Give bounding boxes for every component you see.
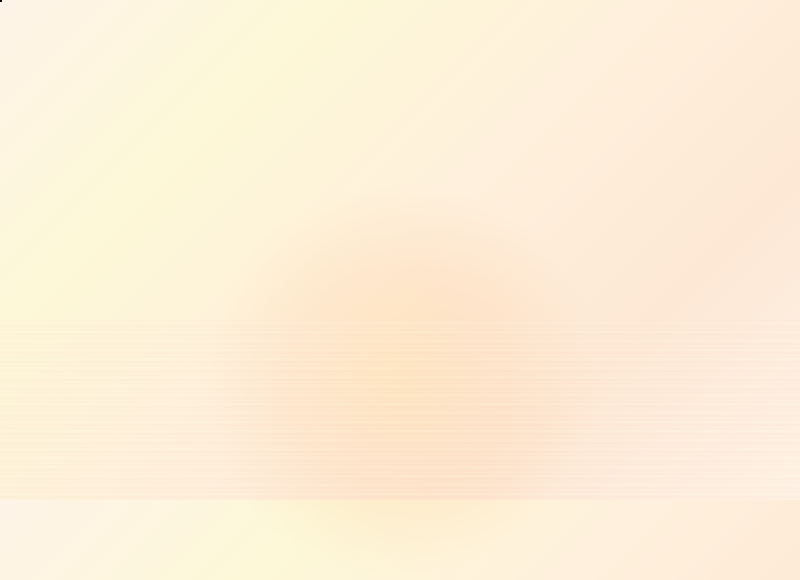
- diagram-svg: [1, 1, 301, 151]
- refraction-diagram: [0, 0, 2, 2]
- background-ripples: [0, 320, 800, 500]
